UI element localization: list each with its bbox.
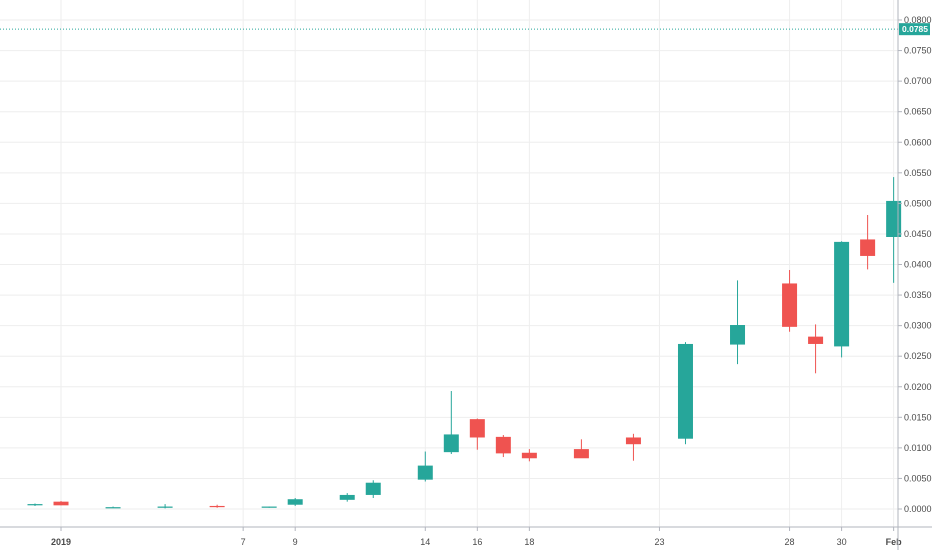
candle-down (54, 501, 69, 505)
candle-body (158, 507, 173, 508)
candle-up (730, 280, 745, 364)
candle-up (886, 177, 901, 283)
candle-up (418, 452, 433, 482)
candle-body (730, 325, 745, 345)
y-tick-label: 0.0300 (904, 321, 932, 331)
candle-body (886, 201, 901, 237)
candle-up (106, 507, 121, 509)
candle-body (626, 437, 641, 444)
y-tick-label: 0.0150 (904, 412, 932, 422)
candle-down (574, 439, 589, 458)
x-tick-label: 14 (420, 537, 430, 547)
x-tick-label: 28 (785, 537, 795, 547)
candle-up (834, 241, 849, 357)
x-tick-label: 2019 (51, 537, 71, 547)
x-tick-label: 23 (654, 537, 664, 547)
last-price-label: 0.0785 (902, 24, 928, 34)
y-tick-label: 0.0400 (904, 260, 932, 270)
x-tick-label: 30 (837, 537, 847, 547)
candle-down (522, 449, 537, 461)
y-tick-label: 0.0500 (904, 198, 932, 208)
candle-down (808, 324, 823, 373)
candle-up (678, 342, 693, 444)
candle-body (54, 502, 69, 506)
candle-up (444, 391, 459, 454)
x-tick-label: 16 (472, 537, 482, 547)
candle-body (496, 437, 511, 454)
y-tick-label: 0.0000 (904, 504, 932, 514)
y-tick-label: 0.0600 (904, 137, 932, 147)
y-tick-label: 0.0050 (904, 473, 932, 483)
candle-body (470, 419, 485, 437)
candle-up (366, 480, 381, 498)
y-tick-label: 0.0250 (904, 351, 932, 361)
price-line-layer: 0.0785 (0, 23, 930, 35)
y-tick-label: 0.0450 (904, 229, 932, 239)
candle-body (262, 507, 277, 508)
x-tick-label: Feb (886, 537, 903, 547)
y-tick-label: 0.0700 (904, 76, 932, 86)
y-tick-label: 0.0200 (904, 382, 932, 392)
candle-up (340, 493, 355, 502)
candle-body (678, 344, 693, 439)
y-tick-label: 0.0650 (904, 107, 932, 117)
x-tick-label: 7 (241, 537, 246, 547)
candle-down (210, 505, 225, 508)
candle-body (808, 337, 823, 344)
candle-body (574, 449, 589, 458)
candle-body (860, 239, 875, 256)
candle-body (106, 507, 121, 508)
candle-up (28, 503, 43, 505)
candle-body (522, 453, 537, 459)
grid (0, 0, 932, 527)
candle-down (782, 270, 797, 332)
candle-body (28, 504, 43, 505)
candle-up (158, 504, 173, 508)
candle-body (418, 466, 433, 480)
candle-body (366, 483, 381, 495)
candle-body (288, 499, 303, 505)
candle-up (288, 498, 303, 506)
y-tick-label: 0.0100 (904, 443, 932, 453)
x-tick-label: 18 (524, 537, 534, 547)
candle-body (782, 283, 797, 326)
candle-down (626, 434, 641, 461)
candle-down (470, 419, 485, 450)
candle-down (496, 435, 511, 457)
candle-body (834, 242, 849, 347)
candles (28, 27, 932, 508)
x-tick-label: 9 (293, 537, 298, 547)
y-tick-label: 0.0550 (904, 168, 932, 178)
candle-body (210, 506, 225, 507)
candle-body (444, 434, 459, 452)
y-tick-label: 0.0750 (904, 46, 932, 56)
y-tick-label: 0.0800 (904, 15, 932, 25)
candle-up (262, 507, 277, 508)
candle-down (860, 215, 875, 269)
y-tick-label: 0.0350 (904, 290, 932, 300)
candle-body (340, 495, 355, 500)
